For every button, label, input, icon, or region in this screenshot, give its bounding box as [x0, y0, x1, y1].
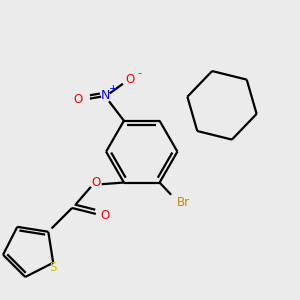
Text: N: N: [101, 89, 110, 103]
Text: Br: Br: [177, 196, 190, 209]
Text: -: -: [137, 68, 141, 78]
Text: S: S: [50, 261, 57, 274]
Text: O: O: [74, 94, 82, 106]
Text: O: O: [100, 209, 110, 222]
Text: O: O: [91, 176, 101, 189]
Text: O: O: [126, 73, 135, 86]
Text: +: +: [109, 84, 117, 94]
